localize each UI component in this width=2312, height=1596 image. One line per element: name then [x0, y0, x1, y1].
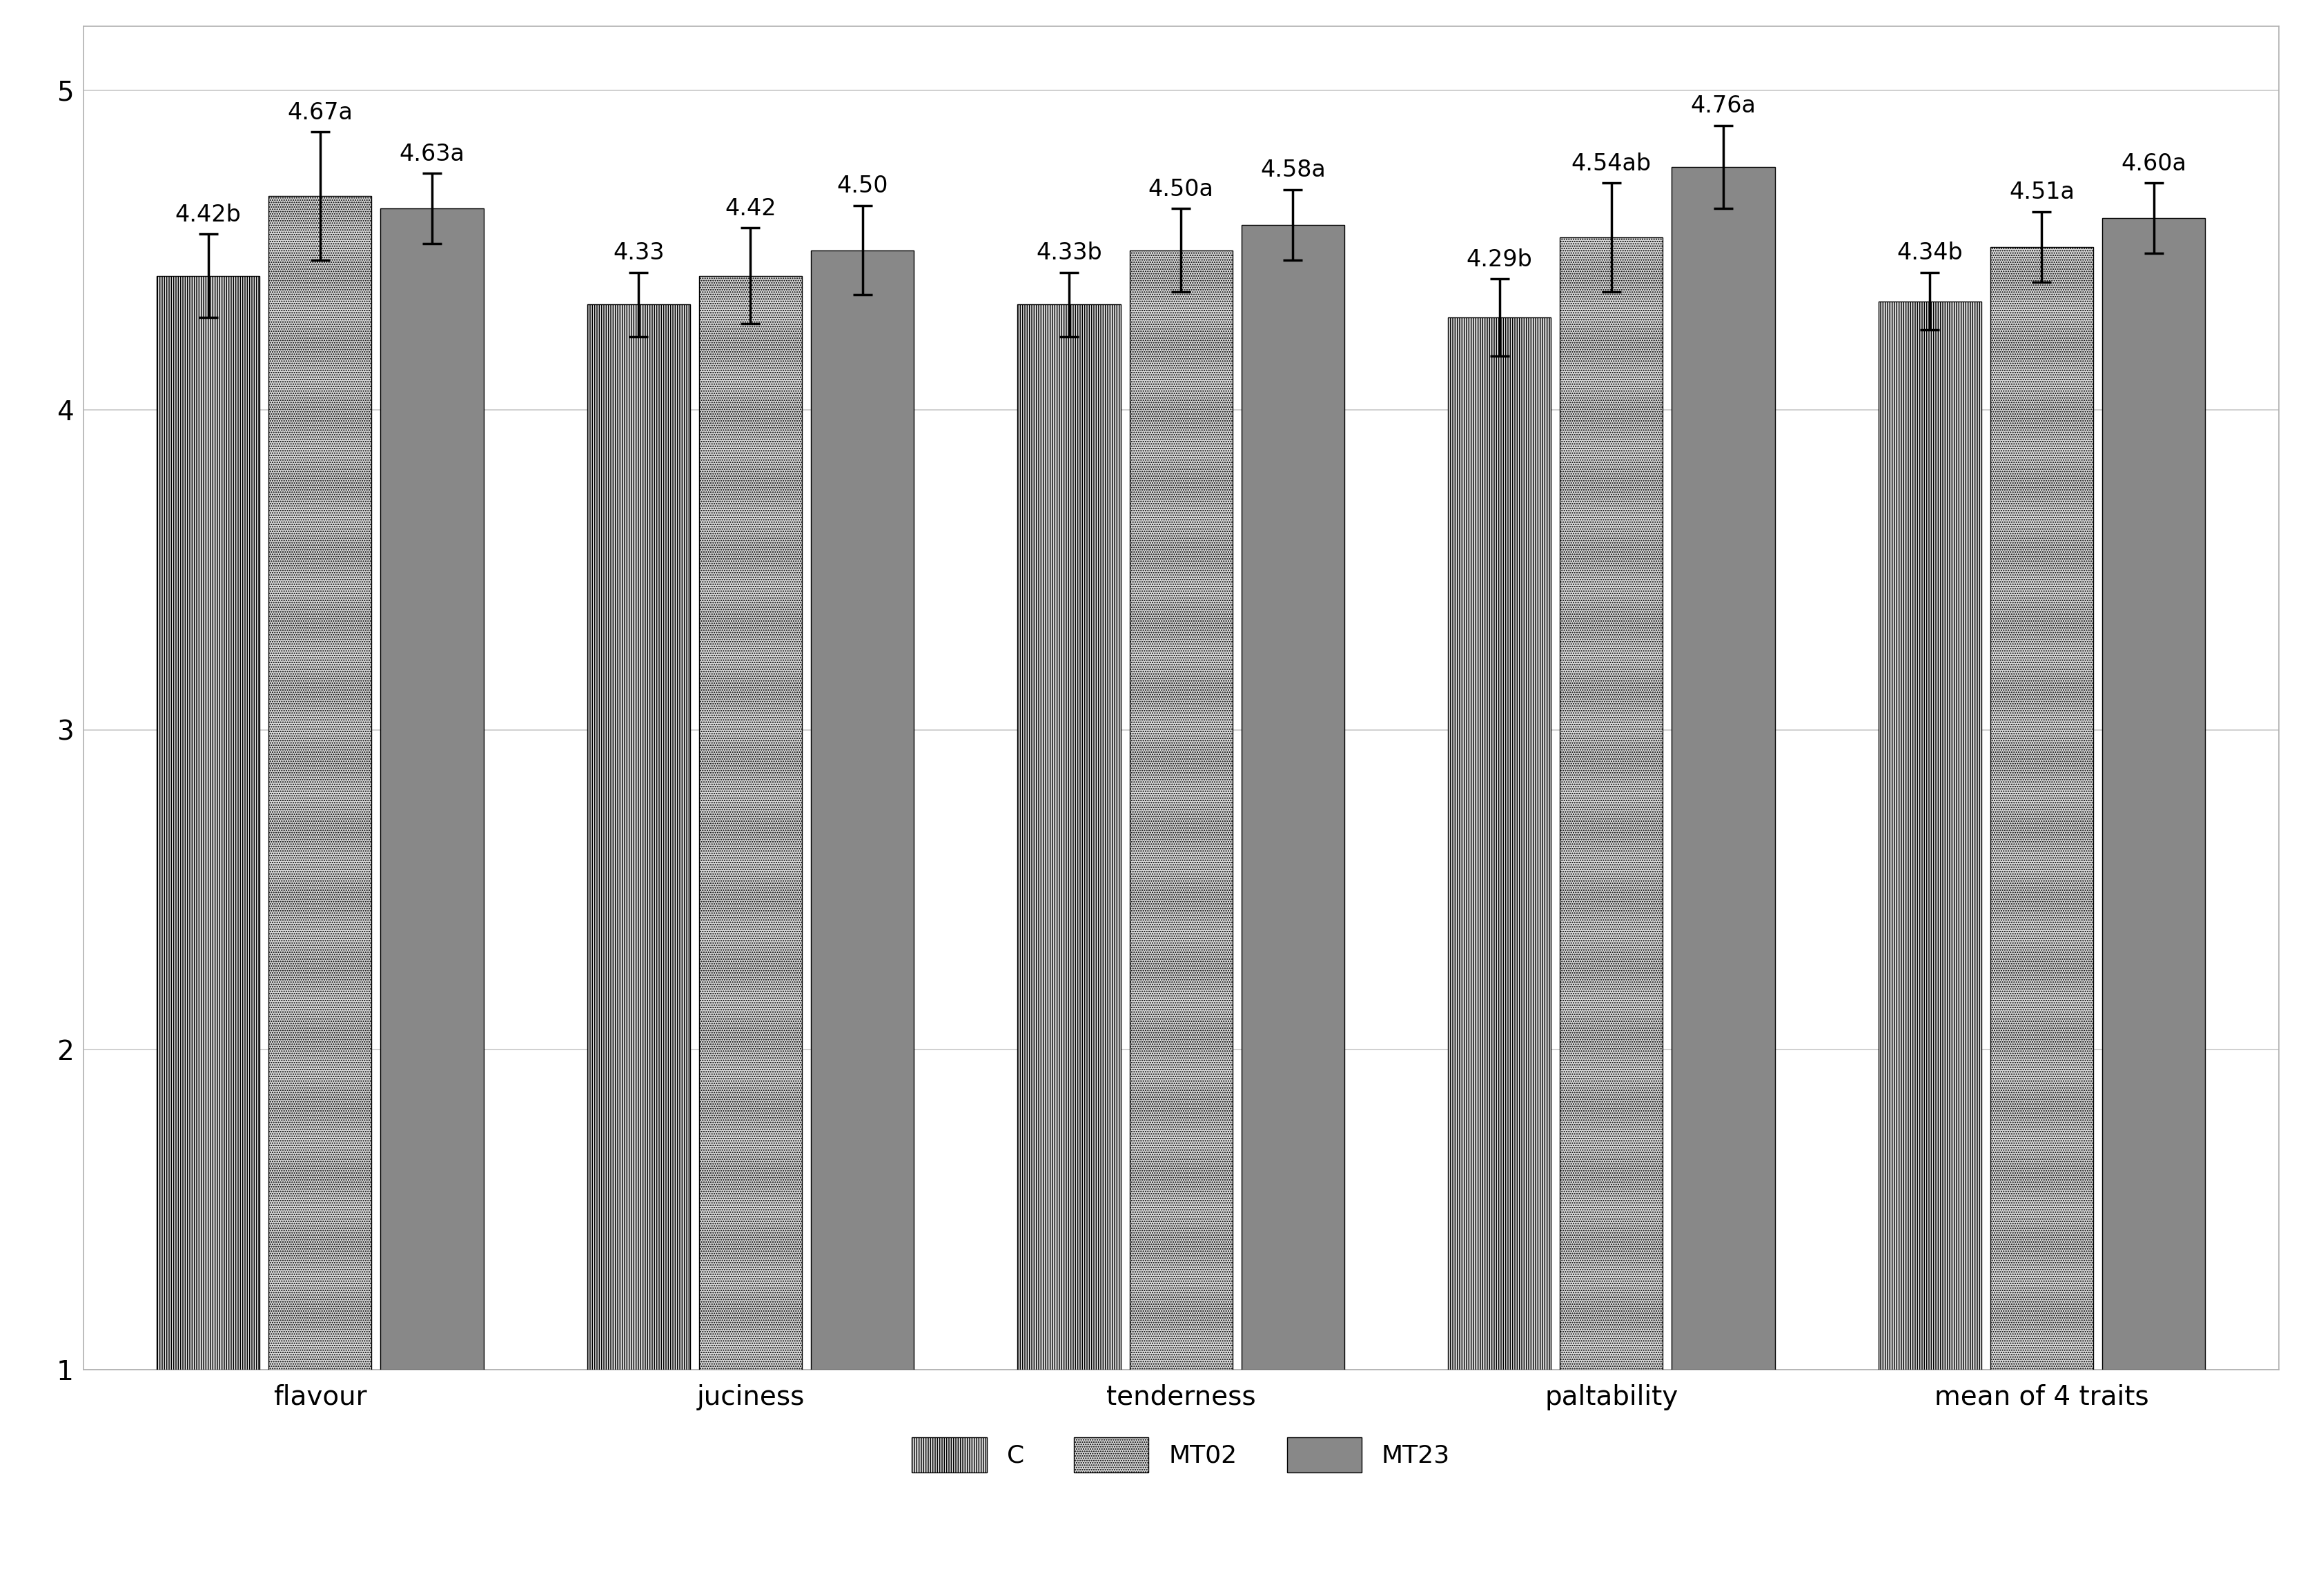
Text: 4.33b: 4.33b	[1036, 243, 1103, 265]
Text: 4.42b: 4.42b	[176, 203, 240, 227]
Text: 4.76a: 4.76a	[1690, 94, 1757, 118]
Bar	[157, 276, 259, 1369]
Bar	[587, 305, 689, 1369]
Text: 4.50a: 4.50a	[1149, 177, 1214, 201]
Bar	[2102, 219, 2206, 1369]
Text: 4.58a: 4.58a	[1260, 158, 1325, 182]
Bar	[381, 209, 483, 1369]
Legend: C, MT02, MT23: C, MT02, MT23	[899, 1425, 1463, 1484]
Text: 4.42: 4.42	[724, 196, 777, 220]
Text: 4.51a: 4.51a	[2009, 180, 2074, 204]
Bar	[268, 196, 372, 1369]
Text: 4.34b: 4.34b	[1896, 243, 1963, 265]
Bar	[1131, 251, 1232, 1369]
Text: 4.63a: 4.63a	[400, 142, 465, 166]
Bar	[812, 251, 913, 1369]
Text: 4.60a: 4.60a	[2120, 152, 2187, 176]
Bar	[698, 276, 802, 1369]
Bar	[1017, 305, 1121, 1369]
Text: 4.33: 4.33	[613, 243, 664, 265]
Text: 4.29b: 4.29b	[1466, 249, 1533, 271]
Bar	[1561, 238, 1662, 1369]
Bar	[1877, 302, 1981, 1369]
Bar	[1447, 318, 1551, 1369]
Bar	[1242, 225, 1343, 1369]
Text: 4.67a: 4.67a	[287, 101, 354, 124]
Bar	[1672, 168, 1776, 1369]
Text: 4.50: 4.50	[837, 174, 888, 198]
Text: 4.54ab: 4.54ab	[1572, 152, 1651, 176]
Bar	[1991, 247, 2092, 1369]
